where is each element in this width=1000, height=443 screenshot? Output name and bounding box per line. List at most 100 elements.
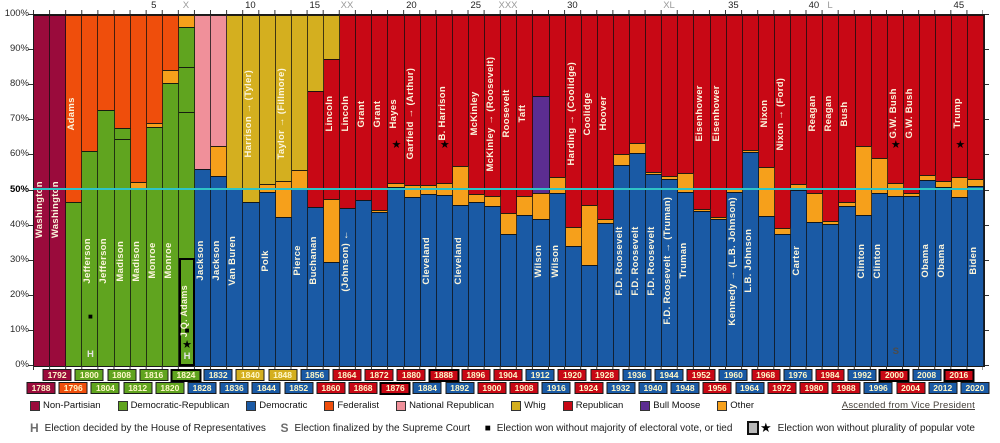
year-box-1820: 1820 xyxy=(155,382,185,394)
segment-democratic xyxy=(646,174,663,366)
segment-republican xyxy=(742,15,759,151)
year-box-1816: 1816 xyxy=(139,369,169,381)
legend-items: Non-Partisian Democratic-Republican Democr… xyxy=(30,400,754,411)
legend-label: Bull Moose xyxy=(653,400,701,411)
bottom-axis-ticks xyxy=(33,366,983,370)
segment-other xyxy=(404,185,421,197)
election-bar-1928: Hoover xyxy=(597,15,614,366)
legend-label: Non-Partisian xyxy=(43,400,101,411)
y-axis-label-60: 60% xyxy=(9,148,29,160)
segment-republican xyxy=(549,15,566,177)
segment-whig xyxy=(275,15,292,182)
segment-whig xyxy=(227,15,244,188)
y-tick-right xyxy=(984,14,989,15)
segment-democratic xyxy=(243,201,260,366)
segment-other xyxy=(839,202,856,206)
year-box-1952: 1952 xyxy=(686,369,716,381)
segment-republican xyxy=(436,15,453,183)
segment-republican xyxy=(630,15,647,144)
segment-democratic xyxy=(291,187,308,366)
year-box-2004: 2004 xyxy=(896,382,926,394)
segment-democratic xyxy=(823,223,840,366)
election-bar-1940: F.D. Roosevelt xyxy=(646,15,663,366)
segment-other xyxy=(775,228,792,235)
segment-other xyxy=(130,181,147,190)
election-bar-1816: Monroe xyxy=(146,15,163,366)
federalist-swatch-icon xyxy=(324,400,335,411)
election-bar-2020: Biden xyxy=(968,15,985,366)
election-bar-1852: Pierce xyxy=(291,15,308,366)
top-axis-label-10: 10 xyxy=(245,0,256,11)
segment-democratic-republican xyxy=(146,126,163,366)
legend-label: National Republican xyxy=(409,400,495,411)
top-axis-label-XL: XL xyxy=(663,0,675,11)
segment-democratic-republican xyxy=(130,189,147,366)
top-axis-label-5: 5 xyxy=(151,0,157,11)
segment-other xyxy=(211,146,228,176)
election-bar-1796: Adams xyxy=(66,15,83,366)
year-box-2000: 2000 xyxy=(878,369,910,382)
legend-item-whig: Whig xyxy=(511,400,546,411)
legend-item-non-partisan: Non-Partisian xyxy=(30,400,101,411)
segment-democratic xyxy=(275,216,292,366)
legend-item-national-republican: National Republican xyxy=(396,400,494,411)
election-bar-1896: McKinley xyxy=(468,15,486,366)
segment-democratic xyxy=(533,219,550,366)
election-bar-2000: G.W. Bush ★ S xyxy=(887,15,904,366)
segment-federalist xyxy=(162,15,179,71)
segment-other xyxy=(807,192,824,223)
election-bar-1992: Clinton xyxy=(855,15,872,366)
segment-democratic-republican xyxy=(114,128,131,139)
year-box-1960: 1960 xyxy=(718,369,748,381)
democratic-swatch-icon xyxy=(246,400,257,411)
segment-federalist xyxy=(66,15,83,203)
top-axis-ticks xyxy=(33,10,983,14)
year-box-1856: 1856 xyxy=(300,369,330,381)
segment-democratic xyxy=(742,151,759,366)
segment-other xyxy=(372,210,389,213)
top-axis-label-35: 35 xyxy=(728,0,739,11)
election-bar-1912: Wilson xyxy=(533,15,550,366)
election-bar-2008: Obama xyxy=(920,15,937,366)
election-bar-1828: Jackson xyxy=(195,15,212,366)
legend-item-democratic: Democratic xyxy=(246,400,307,411)
election-bar-1996: Clinton xyxy=(871,15,888,366)
segment-republican xyxy=(710,15,727,217)
year-box-1912: 1912 xyxy=(525,369,555,381)
segment-republican xyxy=(920,15,937,176)
segment-republican xyxy=(613,15,631,155)
segment-other xyxy=(549,176,566,194)
election-bar-1916: Wilson xyxy=(549,15,566,366)
year-box-1928: 1928 xyxy=(590,369,620,381)
y-tick-right xyxy=(984,49,989,51)
segment-republican xyxy=(775,15,792,229)
y-tick-left xyxy=(28,84,33,86)
year-box-1936: 1936 xyxy=(622,369,652,381)
election-bar-1792: Washington xyxy=(50,15,67,366)
election-bar-1900: McKinley → (Roosevelt) xyxy=(485,15,502,366)
election-bar-1832: Jackson xyxy=(211,15,228,366)
y-tick-right xyxy=(984,329,989,331)
segment-democratic-republican xyxy=(178,112,196,258)
election-bar-1956: Eisenhower xyxy=(710,15,727,366)
segment-other xyxy=(871,157,888,194)
election-bar-1968: Nixon xyxy=(758,15,776,366)
y-axis-label-30: 30% xyxy=(9,253,29,265)
year-box-1868: 1868 xyxy=(348,382,378,394)
year-box-1804: 1804 xyxy=(90,382,120,394)
segment-democratic xyxy=(839,205,856,366)
year-box-1888: 1888 xyxy=(428,369,460,382)
y-tick-right xyxy=(984,365,989,366)
year-box-1864: 1864 xyxy=(332,369,362,381)
election-bar-1948: Truman xyxy=(678,15,695,366)
y-tick-left xyxy=(28,119,33,121)
year-box-1932: 1932 xyxy=(606,382,636,394)
vp-ascension-note: Ascended from Vice President xyxy=(841,400,975,411)
y-tick-right xyxy=(984,294,989,296)
segment-federalist xyxy=(98,15,115,111)
year-box-1832: 1832 xyxy=(203,369,233,381)
footnote-text: Election finalized by the Supreme Court xyxy=(294,422,471,434)
segment-republican xyxy=(581,15,598,205)
footnote-text: Election decided by the House of Represe… xyxy=(44,422,266,434)
segment-democratic xyxy=(517,215,534,366)
